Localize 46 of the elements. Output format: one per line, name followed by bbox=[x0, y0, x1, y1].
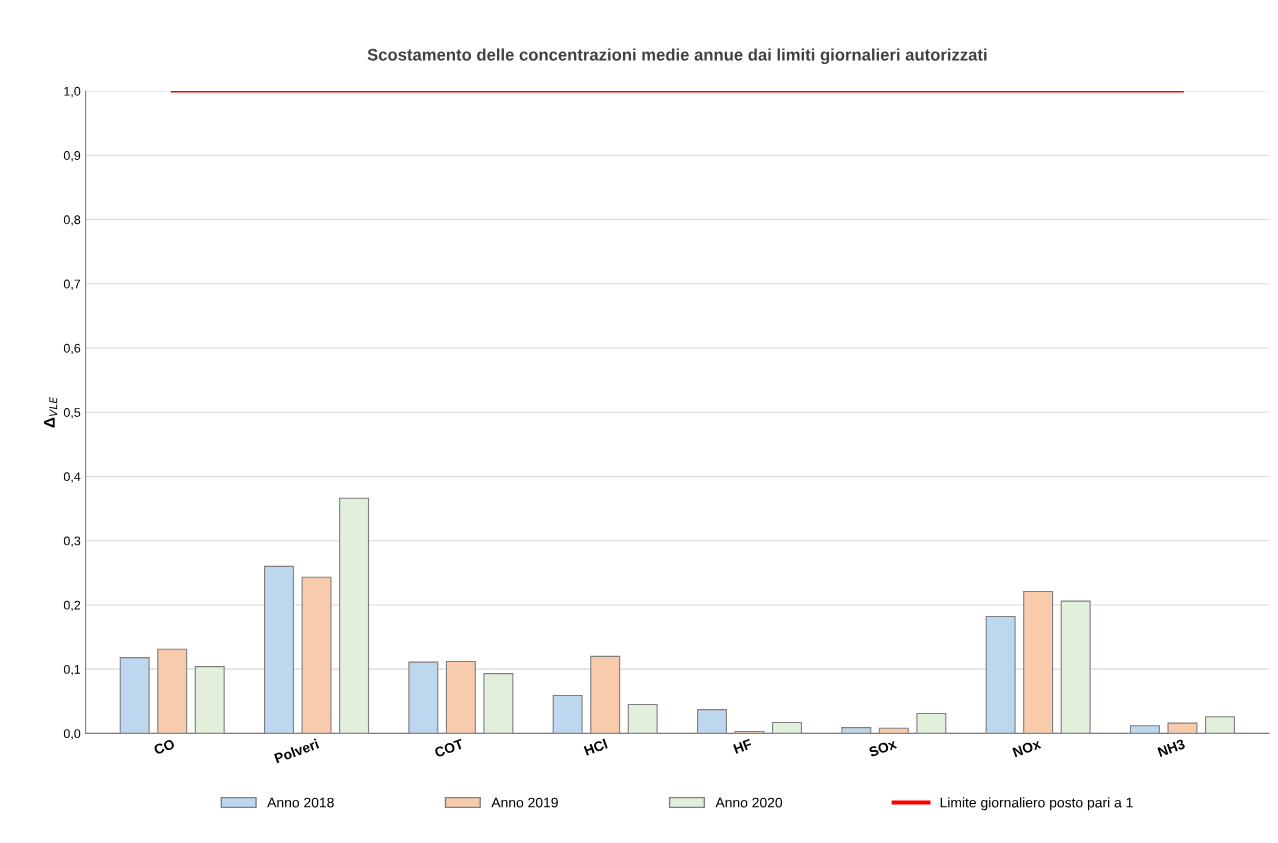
x-tick-label: CO bbox=[153, 738, 176, 755]
y-tick-label: 0,5 bbox=[63, 408, 81, 419]
legend-label: Anno 2020 bbox=[715, 797, 783, 808]
legend-label: Anno 2019 bbox=[491, 797, 558, 808]
bar bbox=[119, 657, 150, 734]
y-axis-title: Δ$_{VLE}$ bbox=[44, 396, 58, 428]
bar bbox=[696, 709, 727, 734]
bar bbox=[157, 648, 188, 734]
y-tick-label: 0,4 bbox=[63, 472, 81, 483]
x-tick-label: HCl bbox=[583, 738, 608, 756]
bar bbox=[627, 703, 658, 734]
bar bbox=[483, 673, 514, 734]
x-tick-label: COT bbox=[433, 738, 465, 758]
bar bbox=[264, 565, 295, 734]
y-tick-label: 1,0 bbox=[64, 86, 81, 98]
x-tick-label: SOx bbox=[868, 738, 898, 758]
bar bbox=[1060, 600, 1091, 734]
y-tick-label: 0,1 bbox=[63, 664, 81, 676]
bar bbox=[1023, 590, 1054, 734]
chart-title: Scostamento delle concentrazioni medie annue dai limiti giornalieri autorizzati bbox=[367, 48, 987, 65]
x-tick-label: HF bbox=[733, 738, 753, 754]
bar bbox=[916, 712, 947, 734]
y-tick-label: 0,3 bbox=[63, 536, 81, 547]
y-tick-label: 0,2 bbox=[63, 600, 81, 612]
y-tick-label: 0,9 bbox=[63, 151, 81, 162]
bar bbox=[1129, 725, 1160, 734]
bar bbox=[772, 721, 803, 734]
legend-label: Anno 2018 bbox=[267, 797, 334, 808]
x-tick-label: NH3 bbox=[1157, 738, 1186, 758]
legend-label: Limite giornaliero posto pari a 1 bbox=[940, 797, 1133, 811]
y-tick-label: 0,8 bbox=[63, 215, 81, 226]
bar bbox=[194, 666, 225, 734]
bar bbox=[590, 655, 621, 734]
bar bbox=[445, 660, 476, 734]
y-tick-label: 0,6 bbox=[63, 343, 81, 355]
y-tick-label: 0,7 bbox=[63, 279, 81, 290]
bar bbox=[552, 694, 583, 734]
bar bbox=[408, 661, 439, 734]
x-tick-label: NOx bbox=[1012, 738, 1042, 758]
y-tick-label: 0,0 bbox=[63, 729, 81, 740]
bar bbox=[841, 727, 872, 734]
bar bbox=[1204, 716, 1235, 734]
bar bbox=[301, 576, 332, 734]
bar bbox=[985, 615, 1016, 734]
bar bbox=[1167, 722, 1198, 734]
bar bbox=[339, 497, 370, 734]
